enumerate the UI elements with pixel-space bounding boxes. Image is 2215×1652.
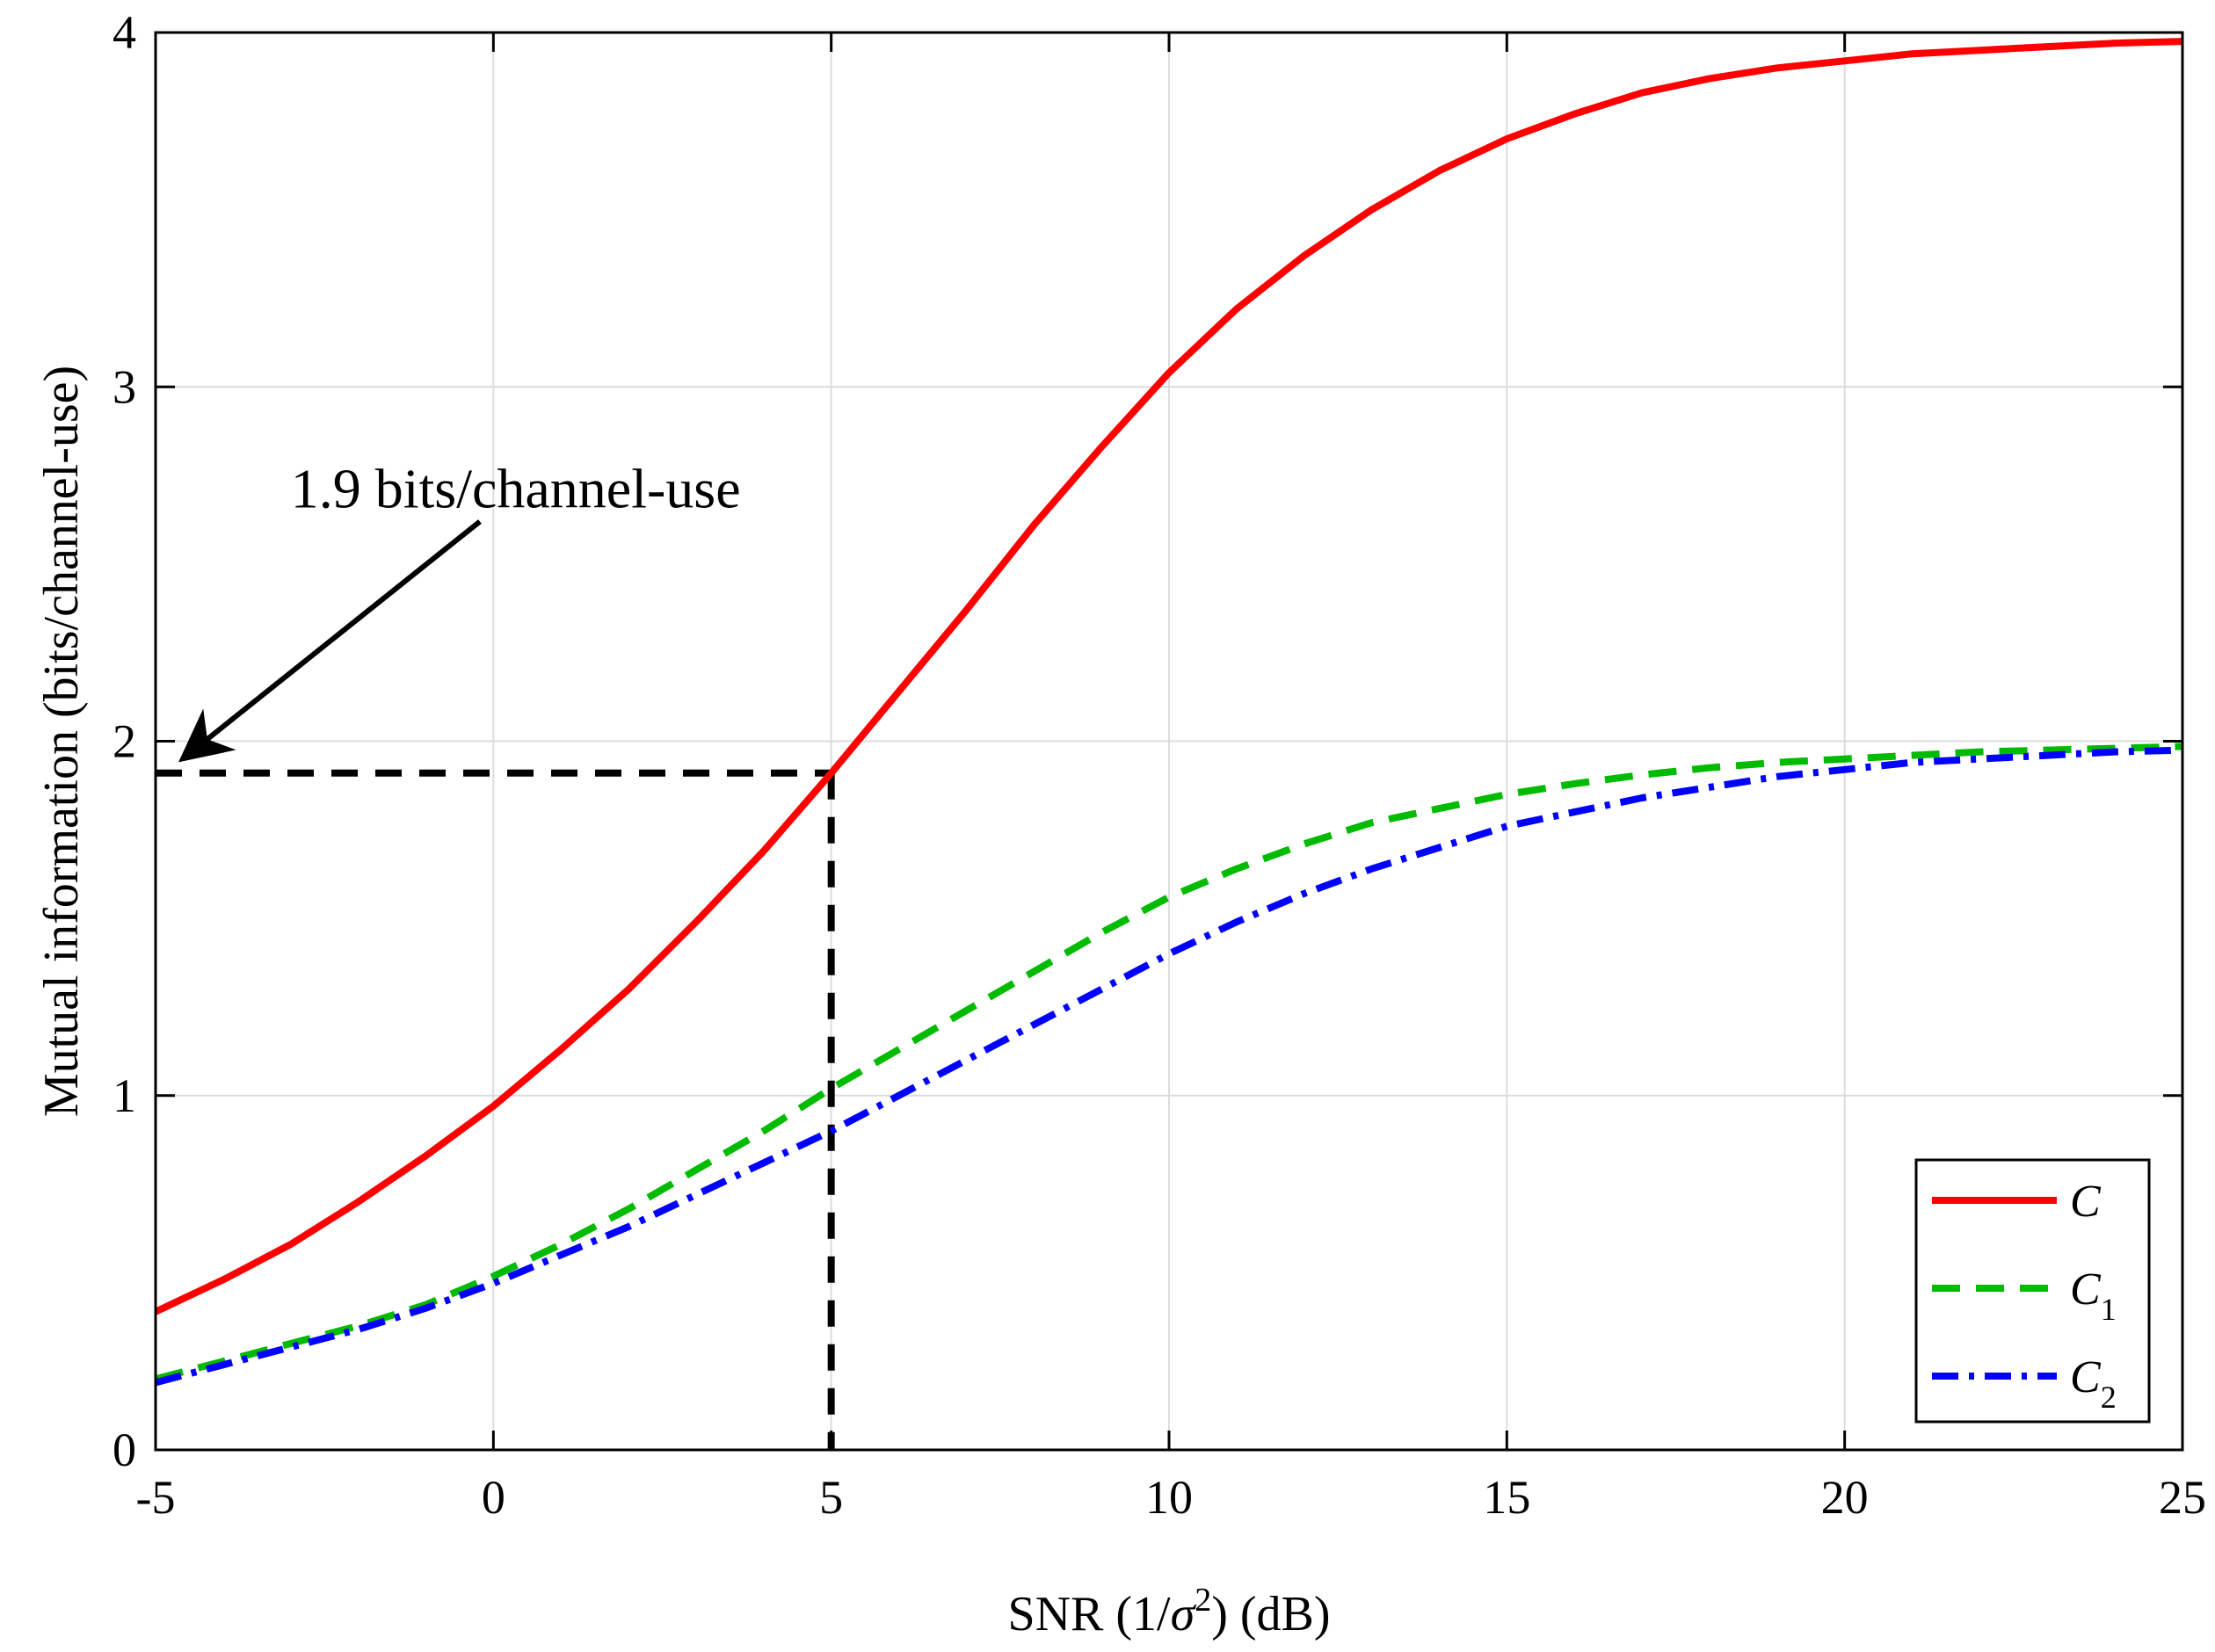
y-tick-label: 1: [113, 1069, 136, 1122]
series-line-c2: [154, 746, 2183, 1387]
x-axis-title: SNR (1/σ2) (dB): [1007, 1582, 1330, 1641]
x-tick-label: 0: [482, 1471, 505, 1524]
x-tick-label: 25: [2159, 1471, 2206, 1524]
series-line-c1: [154, 743, 2183, 1383]
legend: C C1 C2: [1914, 1158, 2151, 1424]
y-axis-title: Mutual information (bits/channel-use): [34, 366, 89, 1117]
y-tick-label: 4: [113, 6, 136, 59]
ticks: [154, 31, 2184, 1452]
x-tick-label: 20: [1821, 1471, 1869, 1524]
reference-lines: [156, 769, 835, 1450]
x-tick-label: 15: [1483, 1471, 1530, 1524]
legend-label-c2: C2: [2070, 1352, 2117, 1415]
x-tick-label: 5: [819, 1471, 843, 1524]
series-line-c: [154, 38, 2183, 1315]
legend-label-c: C: [2070, 1177, 2102, 1227]
annotation-text: 1.9 bits/channel-use: [291, 457, 741, 519]
series-layer: [154, 38, 2183, 1387]
y-tick-label: 2: [113, 715, 136, 768]
annotation: 1.9 bits/channel-use: [178, 457, 741, 763]
annotation-arrow: [178, 519, 482, 763]
x-tick-label: -5: [136, 1471, 176, 1524]
legend-label-c1: C1: [2070, 1264, 2117, 1327]
x-tick-label: 10: [1145, 1471, 1193, 1524]
y-tick-label: 3: [113, 360, 136, 413]
y-tick-label: 0: [113, 1424, 136, 1476]
